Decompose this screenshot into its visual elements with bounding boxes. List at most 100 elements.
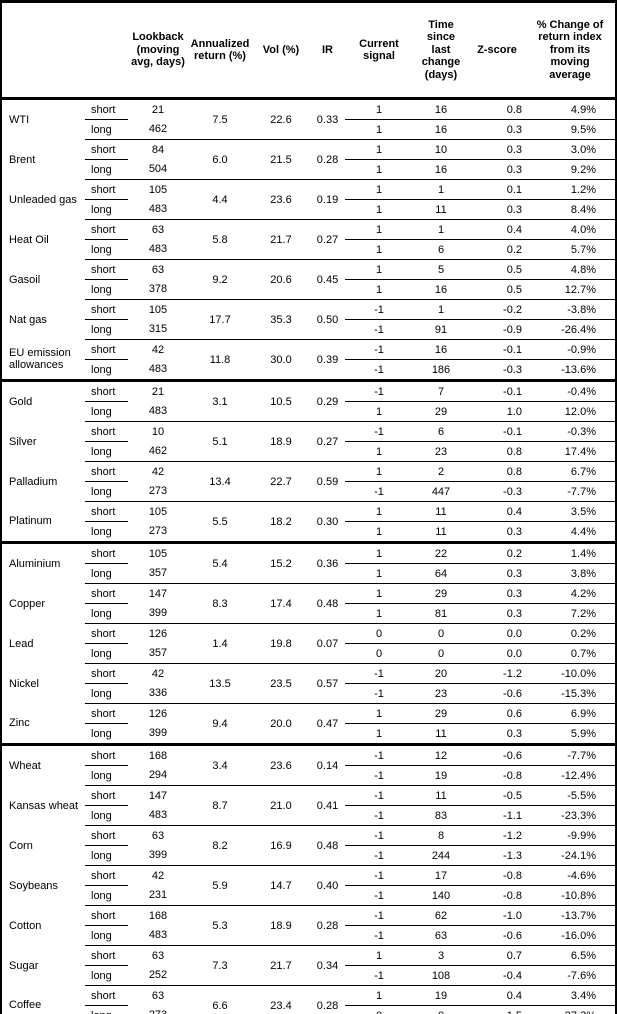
- ir-value: 0.30: [310, 501, 345, 543]
- annualized-return-value: 8.7: [188, 785, 252, 826]
- position-label: short: [85, 501, 128, 522]
- position-label: short: [85, 98, 128, 120]
- annualized-return-value: 5.5: [188, 501, 252, 543]
- commodity-name: EU emission allowances: [9, 347, 71, 372]
- lookback-value: 483: [148, 363, 168, 376]
- column-header-label: Lookback (moving avg, days): [131, 31, 185, 69]
- pct-change-value: -0.4%: [525, 379, 615, 402]
- lookback-value: 126: [128, 623, 188, 644]
- column-header-lookback: Lookback (moving avg, days): [128, 3, 188, 100]
- commodity-sub-row: long 399 1 81 0.3 7.2%: [2, 603, 615, 624]
- lookback-value: 504: [148, 163, 168, 176]
- annualized-return-value: 1.4: [188, 623, 252, 664]
- position-label: long: [85, 401, 128, 422]
- commodity-sub-row: long 462 1 16 0.3 9.5%: [2, 119, 615, 140]
- commodity-row: Cotton short 168 5.3 18.9 0.28 -1 62 -1.0 -13.7%: [2, 905, 615, 946]
- lookback-value: 63: [128, 985, 188, 1006]
- time-since-change-value: 11: [413, 199, 469, 220]
- lookback-value: 462: [148, 123, 168, 136]
- time-since-change-value: 3: [413, 945, 469, 966]
- commodity-sub-row: long 336 -1 23 -0.6 -15.3%: [2, 683, 615, 704]
- pct-change-value: -10.0%: [525, 663, 615, 684]
- position-label: long: [85, 603, 128, 624]
- position-label: long: [85, 965, 128, 986]
- time-since-change-value: 19: [413, 985, 469, 1006]
- current-signal-value: -1: [345, 845, 413, 866]
- time-since-change-value: 6: [413, 421, 469, 442]
- time-since-change-value: 29: [413, 703, 469, 724]
- position-label: short: [85, 299, 128, 320]
- commodity-name: Wheat: [2, 743, 85, 786]
- ir-value: 0.59: [310, 461, 345, 502]
- ir-value: 0.14: [310, 743, 345, 786]
- annualized-return-value: 5.4: [188, 541, 252, 584]
- current-signal-value: 1: [345, 179, 413, 200]
- vol-value: 21.5: [252, 139, 310, 180]
- time-since-change-value: 186: [413, 359, 469, 381]
- current-signal-value: -1: [345, 865, 413, 886]
- ir-value: 0.39: [310, 339, 345, 381]
- commodity-row: Aluminium short 105 5.4 15.2 0.36 1 22 0.2 1.4%: [2, 541, 615, 584]
- pct-change-value: -9.9%: [525, 825, 615, 846]
- time-since-change-value: 0: [413, 1005, 469, 1014]
- vol-value: 23.6: [252, 743, 310, 786]
- current-signal-value: 1: [345, 461, 413, 482]
- pct-change-value: -3.8%: [525, 299, 615, 320]
- lookback-value: 42: [128, 461, 188, 482]
- vol-value: 15.2: [252, 541, 310, 584]
- column-header-label: IR: [322, 43, 333, 56]
- commodity-row: Gold short 21 3.1 10.5 0.29 -1 7 -0.1 -0.4%: [2, 379, 615, 422]
- z-score-value: 0.3: [469, 159, 525, 180]
- commodity-name: Sugar: [9, 959, 39, 972]
- lookback-value: 42: [128, 339, 188, 360]
- commodity-sub-row: long 483 -1 63 -0.6 -16.0%: [2, 925, 615, 946]
- vol-value: 22.7: [252, 461, 310, 502]
- column-header-name: [2, 3, 85, 100]
- annualized-return-value: 3.1: [188, 379, 252, 422]
- current-signal-value: 1: [345, 159, 413, 180]
- pct-change-value: 6.5%: [525, 945, 615, 966]
- current-signal-value: 1: [345, 119, 413, 140]
- lookback-value: 63: [128, 945, 188, 966]
- position-label: short: [85, 743, 128, 766]
- vol-value: 20.0: [252, 703, 310, 745]
- commodity-row: EU emission allowances short 42 11.8 30.0 0.3…: [2, 339, 615, 381]
- z-score-value: -1.0: [469, 905, 525, 926]
- time-since-change-value: 1: [413, 219, 469, 240]
- lookback-value: 63: [128, 825, 188, 846]
- column-header-ann: Annualized return (%): [188, 3, 252, 100]
- z-score-value: 0.3: [469, 603, 525, 624]
- position-label: long: [85, 159, 128, 180]
- current-signal-value: 1: [345, 723, 413, 745]
- current-signal-value: 0: [345, 623, 413, 644]
- current-signal-value: -1: [345, 825, 413, 846]
- column-header-label: % Change of return index from its moving…: [536, 18, 604, 81]
- commodity-row: Nickel short 42 13.5 23.5 0.57 -1 20 -1.2 -10.0%: [2, 663, 615, 704]
- z-score-value: 0.0: [469, 623, 525, 644]
- commodity-name: Silver: [9, 435, 37, 448]
- current-signal-value: -1: [345, 319, 413, 340]
- pct-change-value: 4.2%: [525, 583, 615, 604]
- annualized-return-value: 11.8: [188, 339, 252, 381]
- column-header-label: Z-score: [477, 43, 517, 56]
- annualized-return-value: 17.7: [188, 299, 252, 340]
- lookback-value: 231: [148, 889, 168, 902]
- annualized-return-value: 8.2: [188, 825, 252, 866]
- lookback-value: 273: [148, 485, 168, 498]
- pct-change-value: -13.7%: [525, 905, 615, 926]
- time-since-change-value: 447: [413, 481, 469, 502]
- lookback-value: 105: [128, 541, 188, 564]
- vol-value: 18.9: [252, 905, 310, 946]
- position-label: long: [85, 119, 128, 140]
- time-since-change-value: 17: [413, 865, 469, 886]
- z-score-value: -0.9: [469, 319, 525, 340]
- lookback-value: 336: [148, 687, 168, 700]
- annualized-return-value: 9.2: [188, 259, 252, 300]
- lookback-value: 105: [128, 299, 188, 320]
- z-score-value: 0.3: [469, 199, 525, 220]
- z-score-value: 0.5: [469, 259, 525, 280]
- ir-value: 0.57: [310, 663, 345, 704]
- time-since-change-value: 2: [413, 461, 469, 482]
- commodity-name: Copper: [9, 597, 46, 610]
- lookback-value: 357: [148, 567, 168, 580]
